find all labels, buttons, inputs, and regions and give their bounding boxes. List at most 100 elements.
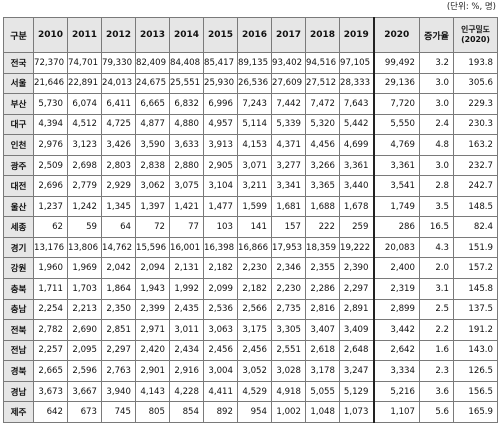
value-cell: 25,930 <box>203 72 238 95</box>
value-cell: 3,633 <box>169 134 204 156</box>
value-cell: 103 <box>203 216 238 238</box>
value-cell: 6,074 <box>67 93 102 115</box>
region-cell: 충남 <box>3 298 34 321</box>
value-cell: 85,417 <box>203 52 238 74</box>
value-cell: 7,243 <box>237 93 272 115</box>
value-cell: 4,957 <box>203 113 238 136</box>
value-cell: 3,361 <box>372 154 420 177</box>
value-cell: 1.6 <box>419 339 454 362</box>
value-cell: 5,055 <box>305 380 340 403</box>
value-cell: 2,099 <box>203 278 238 300</box>
region-cell: 부산 <box>3 93 34 115</box>
column-header: 2011 <box>67 17 102 53</box>
value-cell: 2,838 <box>135 154 170 177</box>
column-header: 증가율 <box>419 17 454 53</box>
population-table: 구분 2010 2011 2012 2013 2014 2015 2016 2017 2018 20… <box>3 17 498 423</box>
value-cell: 3,104 <box>203 175 238 197</box>
value-cell: 94,516 <box>305 52 340 74</box>
value-cell: 2,390 <box>339 257 374 280</box>
value-cell: 1,749 <box>372 195 420 218</box>
value-cell: 2,434 <box>169 339 204 362</box>
value-cell: 2,319 <box>372 278 420 300</box>
value-cell: 2,665 <box>33 360 68 382</box>
value-cell: 229.3 <box>453 93 498 115</box>
value-cell: 4,529 <box>237 380 272 403</box>
value-cell: 2,735 <box>271 298 306 321</box>
value-cell: 1,711 <box>33 278 68 300</box>
value-cell: 2,257 <box>33 339 68 362</box>
value-cell: 27,512 <box>305 72 340 95</box>
value-cell: 16,398 <box>203 236 238 259</box>
table-row: 세종 62 59 64 72 77 103 141 157 222 259 286 16.5 82.4 <box>3 216 498 238</box>
value-cell: 6,411 <box>101 93 136 115</box>
header-row: 구분 2010 2011 2012 2013 2014 2015 2016 2017 2018 20… <box>3 17 498 53</box>
region-cell: 경남 <box>3 380 34 403</box>
value-cell: 1,237 <box>33 195 68 218</box>
value-cell: 1,048 <box>305 401 340 423</box>
value-cell: 2,355 <box>305 257 340 280</box>
value-cell: 2,782 <box>33 319 68 341</box>
value-cell: 156.5 <box>453 380 498 403</box>
value-cell: 805 <box>135 401 170 423</box>
value-cell: 1,073 <box>339 401 374 423</box>
value-cell: 2,346 <box>271 257 306 280</box>
value-cell: 1,421 <box>169 195 204 218</box>
table-row: 전남 2,257 2,095 2,297 2,420 2,434 2,456 2,456 2,5… <box>3 339 498 362</box>
value-cell: 16.5 <box>419 216 454 238</box>
value-cell: 3,409 <box>339 319 374 341</box>
value-cell: 3,442 <box>372 319 420 341</box>
value-cell: 22,891 <box>67 72 102 95</box>
value-cell: 5,339 <box>271 113 306 136</box>
value-cell: 2,901 <box>135 360 170 382</box>
value-cell: 62 <box>33 216 68 238</box>
value-cell: 4,699 <box>339 134 374 156</box>
region-cell: 충북 <box>3 278 34 300</box>
value-cell: 3,062 <box>135 175 170 197</box>
column-header: 2012 <box>101 17 136 53</box>
value-cell: 4.8 <box>419 134 454 156</box>
value-cell: 230.3 <box>453 113 498 136</box>
value-cell: 4,371 <box>271 134 306 156</box>
table-row: 광주 2,509 2,698 2,803 2,838 2,880 2,905 3,071 3,2… <box>3 154 498 177</box>
table-row: 충북 1,711 1,703 1,864 1,943 1,992 2,099 2,182 2,2… <box>3 278 498 300</box>
value-cell: 79,330 <box>101 52 136 74</box>
region-cell: 대전 <box>3 175 34 197</box>
value-cell: 2,566 <box>237 298 272 321</box>
value-cell: 1,477 <box>203 195 238 218</box>
value-cell: 2,230 <box>271 278 306 300</box>
table-row: 울산 1,237 1,242 1,345 1,397 1,421 1,477 1,599 1,6… <box>3 195 498 218</box>
value-cell: 2,042 <box>101 257 136 280</box>
value-cell: 3,063 <box>203 319 238 341</box>
value-cell: 3,334 <box>372 360 420 382</box>
value-cell: 7,643 <box>339 93 374 115</box>
value-cell: 3,277 <box>271 154 306 177</box>
column-header: 2010 <box>33 17 68 53</box>
value-cell: 18,359 <box>305 236 340 259</box>
value-cell: 17,953 <box>271 236 306 259</box>
value-cell: 3.0 <box>419 154 454 177</box>
value-cell: 24,675 <box>135 72 170 95</box>
column-header: 인구밀도 (2020) <box>453 17 498 53</box>
region-cell: 강원 <box>3 257 34 280</box>
value-cell: 3.6 <box>419 380 454 403</box>
value-cell: 77 <box>169 216 204 238</box>
value-cell: 2.0 <box>419 257 454 280</box>
value-cell: 163.2 <box>453 134 498 156</box>
region-cell: 경기 <box>3 236 34 259</box>
value-cell: 4,512 <box>67 113 102 136</box>
value-cell: 3,341 <box>271 175 306 197</box>
column-header: 2018 <box>305 17 340 53</box>
value-cell: 2,803 <box>101 154 136 177</box>
value-cell: 3.0 <box>419 72 454 95</box>
value-cell: 157.2 <box>453 257 498 280</box>
value-cell: 2.5 <box>419 298 454 321</box>
table-row: 경남 3,673 3,667 3,940 4,143 4,228 4,411 4,529 4,9… <box>3 380 498 403</box>
value-cell: 2,971 <box>135 319 170 341</box>
value-cell: 6,832 <box>169 93 204 115</box>
value-cell: 5,216 <box>372 380 420 403</box>
value-cell: 126.5 <box>453 360 498 382</box>
region-cell: 전남 <box>3 339 34 362</box>
value-cell: 2,905 <box>203 154 238 177</box>
value-cell: 16,001 <box>169 236 204 259</box>
value-cell: 673 <box>67 401 102 423</box>
